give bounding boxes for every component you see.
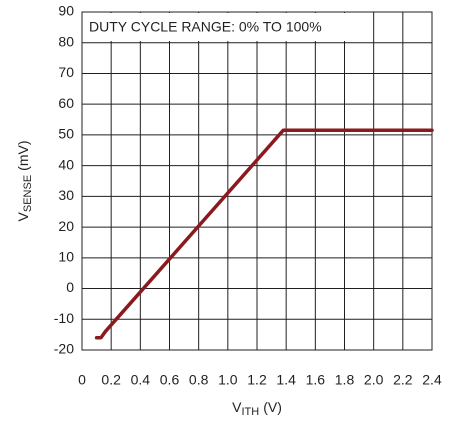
x-label-unit: (V) [263,399,282,415]
y-tick-label: 40 [58,156,74,172]
y-tick-label: 0 [66,279,74,295]
x-tick-label: 1.6 [306,372,326,388]
y-tick-label: 10 [58,249,74,265]
x-tick-label: 0.8 [189,372,209,388]
x-tick-label: 2.2 [393,372,413,388]
x-tick-label: 2.4 [422,372,442,388]
y-tick-label: 20 [58,218,74,234]
x-label-sub: ITH [241,406,259,418]
plot-frame [81,11,433,351]
x-axis-label: VITH (V) [232,399,282,418]
y-tick-label: 60 [58,95,74,111]
y-tick-label: 30 [58,187,74,203]
y-label-sub: SENSE [22,175,34,212]
y-tick-label: 50 [58,126,74,142]
x-tick-label: 0 [78,372,86,388]
x-tick-label: 0.2 [101,372,121,388]
y-tick-label: 80 [58,33,74,49]
y-tick-label: 70 [58,64,74,80]
y-label-unit: (mV) [15,141,31,171]
x-tick-label: 1.0 [218,372,238,388]
x-label-main: V [232,399,242,415]
x-tick-label: 1.2 [247,372,267,388]
y-tick-label: -20 [54,341,74,357]
y-tick-label: 90 [58,3,74,19]
x-tick-label: 1.4 [276,372,296,388]
x-tick-label: 1.8 [335,372,355,388]
x-tick-label: 2.0 [364,372,384,388]
data-line [94,128,434,340]
x-tick-label: 0.4 [131,372,151,388]
y-axis-label: VSENSE (mV) [15,141,34,222]
y-tick-label: -10 [54,310,74,326]
annotation: DUTY CYCLE RANGE: 0% TO 100% [89,19,322,35]
y-label-main: V [15,211,31,221]
x-tick-label: 0.6 [160,372,180,388]
annotation-box [83,13,351,41]
